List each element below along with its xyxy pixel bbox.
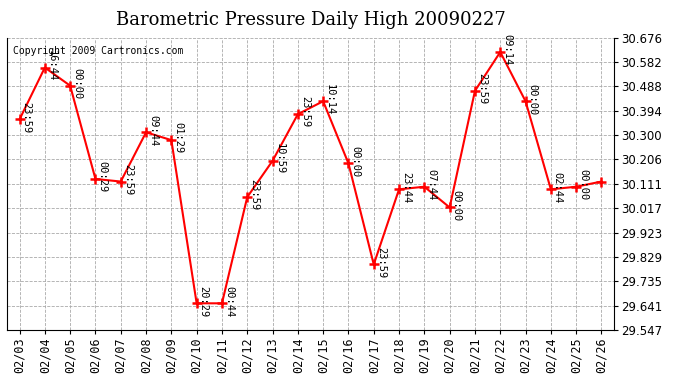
Text: 10:59: 10:59 xyxy=(275,143,284,174)
Text: 00:00: 00:00 xyxy=(72,68,82,99)
Text: 23:59: 23:59 xyxy=(123,164,132,195)
Text: 23:59: 23:59 xyxy=(376,247,386,278)
Text: 10:14: 10:14 xyxy=(325,84,335,115)
Text: 00:29: 00:29 xyxy=(97,161,108,192)
Text: 09:14: 09:14 xyxy=(502,34,512,66)
Text: 23:59: 23:59 xyxy=(477,73,487,104)
Text: 02:44: 02:44 xyxy=(553,172,563,203)
Text: 23:59: 23:59 xyxy=(300,96,310,128)
Text: Barometric Pressure Daily High 20090227: Barometric Pressure Daily High 20090227 xyxy=(116,11,505,29)
Text: 23:59: 23:59 xyxy=(21,102,32,133)
Text: 16:44: 16:44 xyxy=(47,50,57,81)
Text: 00:44: 00:44 xyxy=(224,286,234,317)
Text: 23:59: 23:59 xyxy=(249,179,259,211)
Text: 09:44: 09:44 xyxy=(148,115,158,146)
Text: 00:00: 00:00 xyxy=(528,84,538,115)
Text: 00:00: 00:00 xyxy=(351,146,360,177)
Text: Copyright 2009 Cartronics.com: Copyright 2009 Cartronics.com xyxy=(13,46,184,56)
Text: 00:00: 00:00 xyxy=(578,169,588,200)
Text: 20:29: 20:29 xyxy=(199,286,208,317)
Text: 23:44: 23:44 xyxy=(401,172,411,203)
Text: 01:29: 01:29 xyxy=(173,122,184,154)
Text: 00:00: 00:00 xyxy=(452,190,462,221)
Text: 07:44: 07:44 xyxy=(426,169,436,200)
